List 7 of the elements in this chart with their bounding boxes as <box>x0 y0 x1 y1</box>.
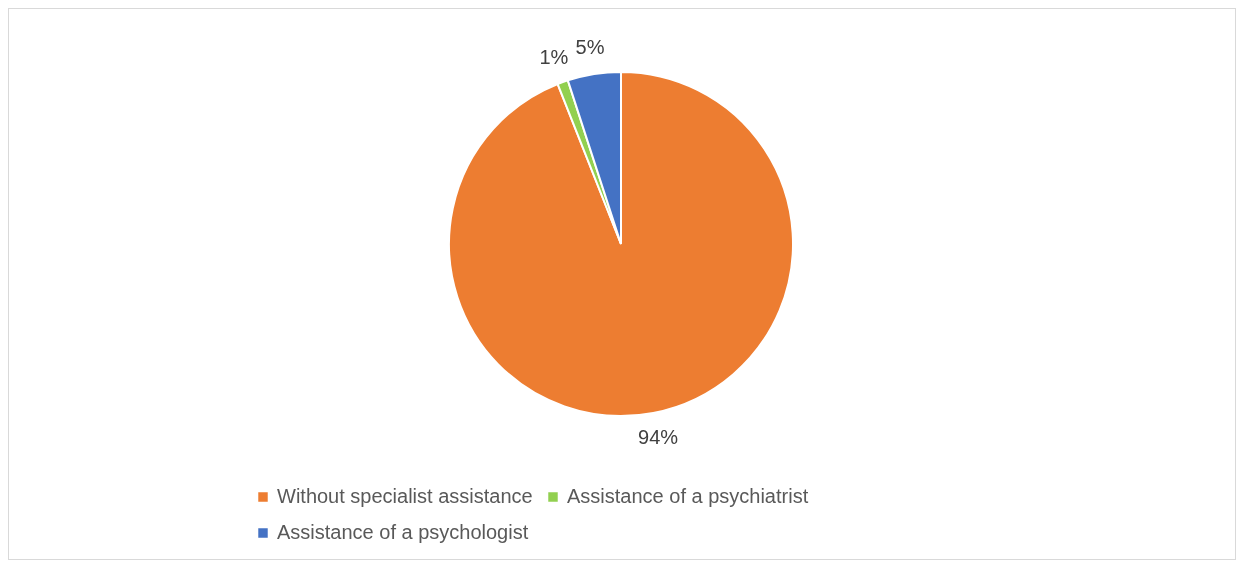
data-label: 1% <box>539 45 569 68</box>
legend-label: Assistance of a psychologist <box>277 521 529 543</box>
pie-slice <box>448 71 794 417</box>
legend-label: Assistance of a psychiatrist <box>567 485 809 507</box>
data-label: 94% <box>638 426 679 449</box>
legend-label: Without specialist assistance <box>277 485 533 507</box>
data-label: 5% <box>575 36 605 59</box>
